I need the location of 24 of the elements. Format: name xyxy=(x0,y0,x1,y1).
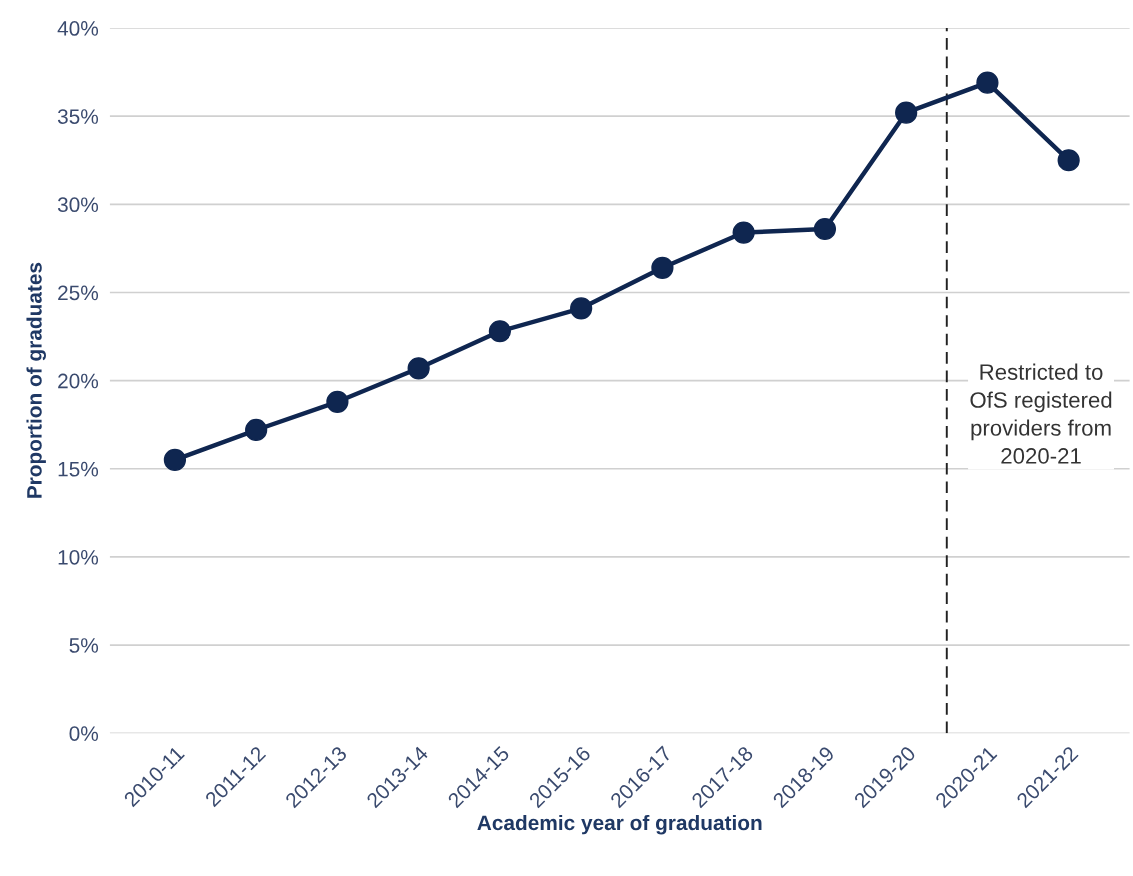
y-axis-title: Proportion of graduates xyxy=(26,262,46,498)
y-tick-label: 15% xyxy=(58,461,99,477)
y-tick-label: 20% xyxy=(58,373,99,389)
y-tick-label: 0% xyxy=(69,726,99,741)
y-tick-label: 25% xyxy=(58,285,99,301)
y-tick-label: 30% xyxy=(57,197,99,213)
point xyxy=(488,320,512,343)
y-tick-label: 35% xyxy=(57,109,99,124)
point xyxy=(245,418,268,442)
point xyxy=(570,297,593,320)
ref-line-label: Restricted to OfS registered providers from 2020-21 xyxy=(970,363,1112,464)
point xyxy=(1057,149,1080,172)
point xyxy=(163,448,187,472)
y-tick-label: 10% xyxy=(58,549,99,565)
point xyxy=(407,357,430,380)
point xyxy=(732,221,755,244)
point xyxy=(976,71,999,94)
y-tick-label: 5% xyxy=(69,638,99,653)
point xyxy=(895,101,918,124)
point xyxy=(813,217,837,241)
point xyxy=(651,256,674,279)
x-axis-title: Academic year of graduation xyxy=(477,814,762,835)
y-tick-label: 40% xyxy=(57,21,99,36)
point xyxy=(326,390,349,413)
